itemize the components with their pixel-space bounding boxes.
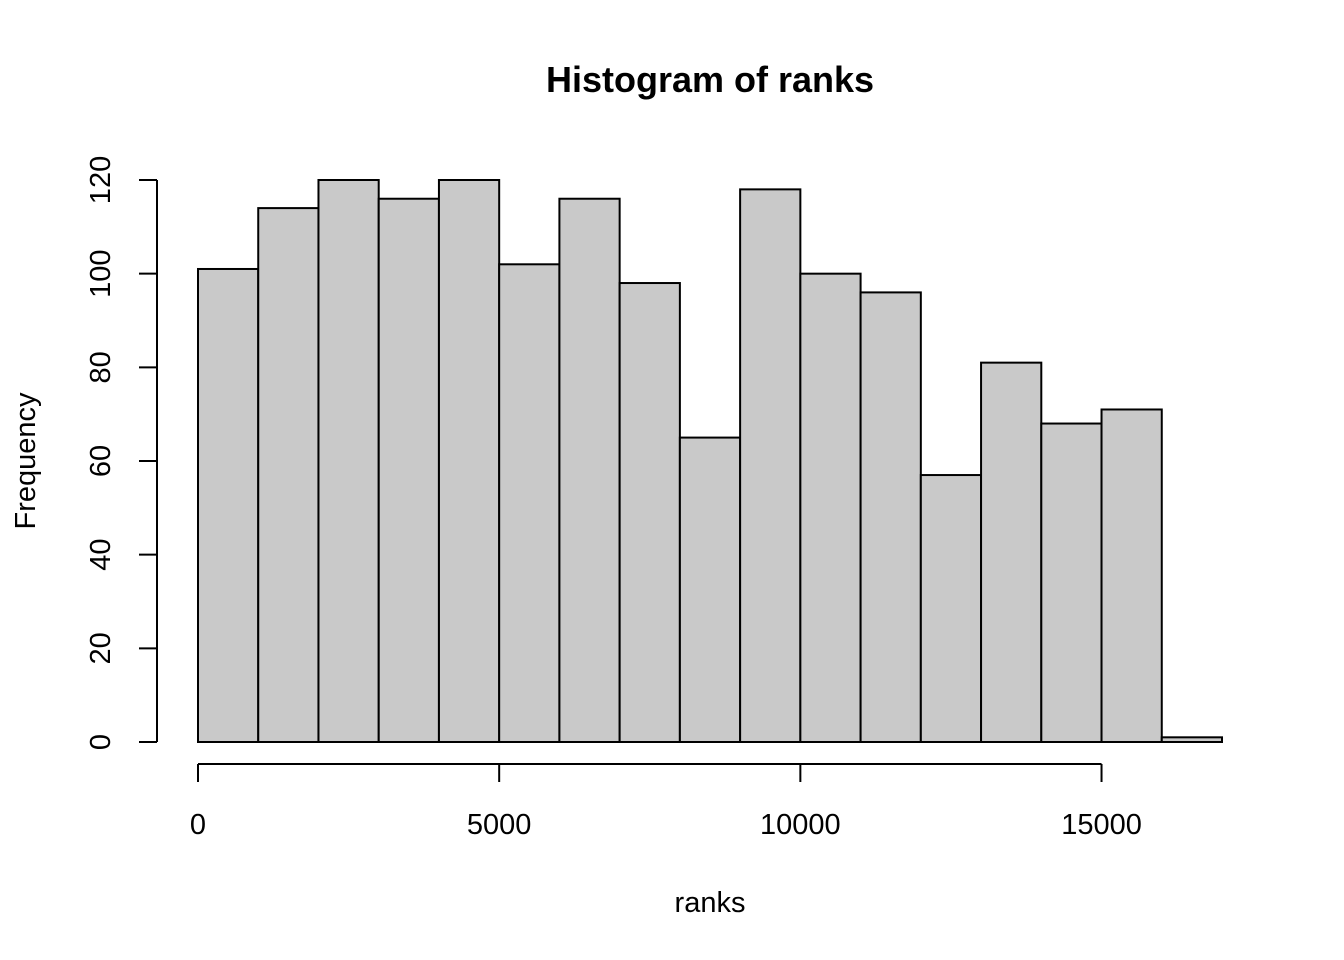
histogram-bar [919,474,983,743]
histogram-bar [799,272,862,743]
histogram-bar [317,179,380,743]
bars-group [197,179,1223,744]
histogram-bar [257,207,320,744]
histogram-bar [980,361,1043,743]
histogram-bar [739,188,802,744]
histogram-bar [618,282,681,743]
y-tick-label: 20 [85,632,117,664]
histogram-bar [859,291,922,743]
histogram-bar [678,436,742,743]
x-tick-label: 0 [190,809,206,841]
x-axis-label: ranks [675,887,746,919]
histogram-bar [498,263,561,743]
histogram-bar [1040,422,1103,743]
y-axis-label: Frequency [10,392,42,530]
y-tick-label: 40 [85,539,117,571]
y-tick-label: 80 [85,351,117,383]
y-tick-label: 100 [85,249,117,297]
y-axis: 0 20 40 60 80 100 120 [85,156,158,750]
x-tick-label: 10000 [760,809,841,841]
y-tick-label: 0 [85,734,117,750]
y-tick-label: 60 [85,445,117,477]
histogram-bar [197,267,260,743]
y-tick-label: 120 [85,156,117,204]
chart-title: Histogram of ranks [546,59,874,100]
x-axis: 0 5000 10000 15000 [190,763,1142,841]
histogram-bar [1100,408,1163,743]
histogram-bar [377,197,440,743]
x-tick-label: 5000 [467,809,532,841]
histogram-bar [558,197,621,743]
histogram-bar [437,179,501,743]
histogram-bar [1160,736,1223,743]
x-tick-label: 15000 [1061,809,1142,841]
